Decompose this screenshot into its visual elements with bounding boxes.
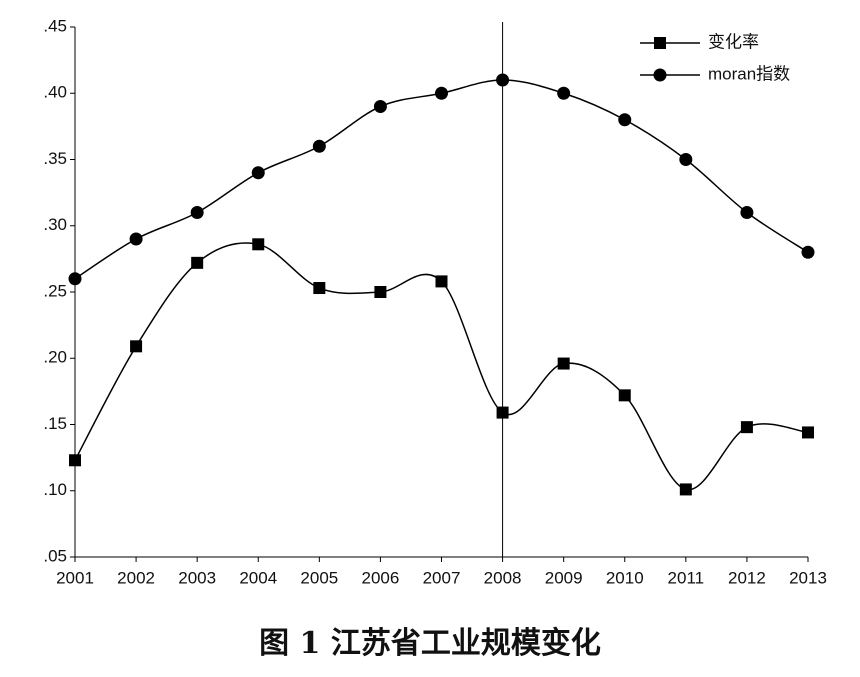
marker <box>740 421 753 434</box>
y-tick-label: .30 <box>43 215 67 234</box>
x-tick-label: 2001 <box>56 568 94 587</box>
x-tick-label: 2010 <box>606 568 644 587</box>
x-tick-label: 2003 <box>178 568 216 587</box>
y-tick-label: .20 <box>43 348 67 367</box>
marker <box>190 206 204 219</box>
legend-label: 变化率 <box>708 32 759 51</box>
line <box>74 79 809 280</box>
marker <box>557 86 571 100</box>
x-tick-label: 2009 <box>545 568 583 587</box>
marker <box>374 286 387 298</box>
legend-label: moran指数 <box>708 64 790 83</box>
marker <box>618 113 632 127</box>
marker <box>312 139 326 153</box>
x-tick-label: 2005 <box>300 568 338 587</box>
y-tick-label: .05 <box>43 546 67 565</box>
marker <box>252 238 265 251</box>
x-tick-label: 2004 <box>239 568 277 587</box>
marker <box>251 166 265 180</box>
marker <box>740 206 754 219</box>
marker <box>129 232 143 246</box>
marker <box>801 245 815 259</box>
x-tick-label: 2002 <box>117 568 155 587</box>
y-tick-label: .45 <box>43 16 67 35</box>
marker <box>618 389 631 402</box>
y-tick-label: .15 <box>43 414 67 433</box>
marker <box>69 454 81 467</box>
marker <box>313 282 326 295</box>
marker <box>557 357 570 370</box>
marker <box>373 100 387 113</box>
marker <box>654 37 666 49</box>
marker <box>435 86 448 100</box>
x-tick-label: 2007 <box>423 568 461 587</box>
marker <box>496 73 510 87</box>
marker <box>130 340 143 353</box>
marker <box>802 426 814 439</box>
y-tick-label: .40 <box>43 83 67 102</box>
marker <box>68 272 82 286</box>
marker <box>653 68 667 82</box>
x-tick-label: 2008 <box>484 568 522 587</box>
marker <box>435 275 448 288</box>
x-tick-label: 2013 <box>789 568 827 587</box>
y-tick-label: .25 <box>43 281 67 300</box>
x-tick-label: 2012 <box>728 568 766 587</box>
x-tick-label: 2011 <box>668 568 705 587</box>
y-tick-label: .10 <box>43 480 67 499</box>
marker <box>679 483 692 496</box>
marker <box>496 406 509 419</box>
marker <box>191 256 204 269</box>
caption: 图 1 江苏省工业规模变化 <box>259 626 601 661</box>
marker <box>679 153 693 166</box>
y-tick-label: .35 <box>43 149 67 168</box>
x-tick-label: 2006 <box>362 568 400 587</box>
